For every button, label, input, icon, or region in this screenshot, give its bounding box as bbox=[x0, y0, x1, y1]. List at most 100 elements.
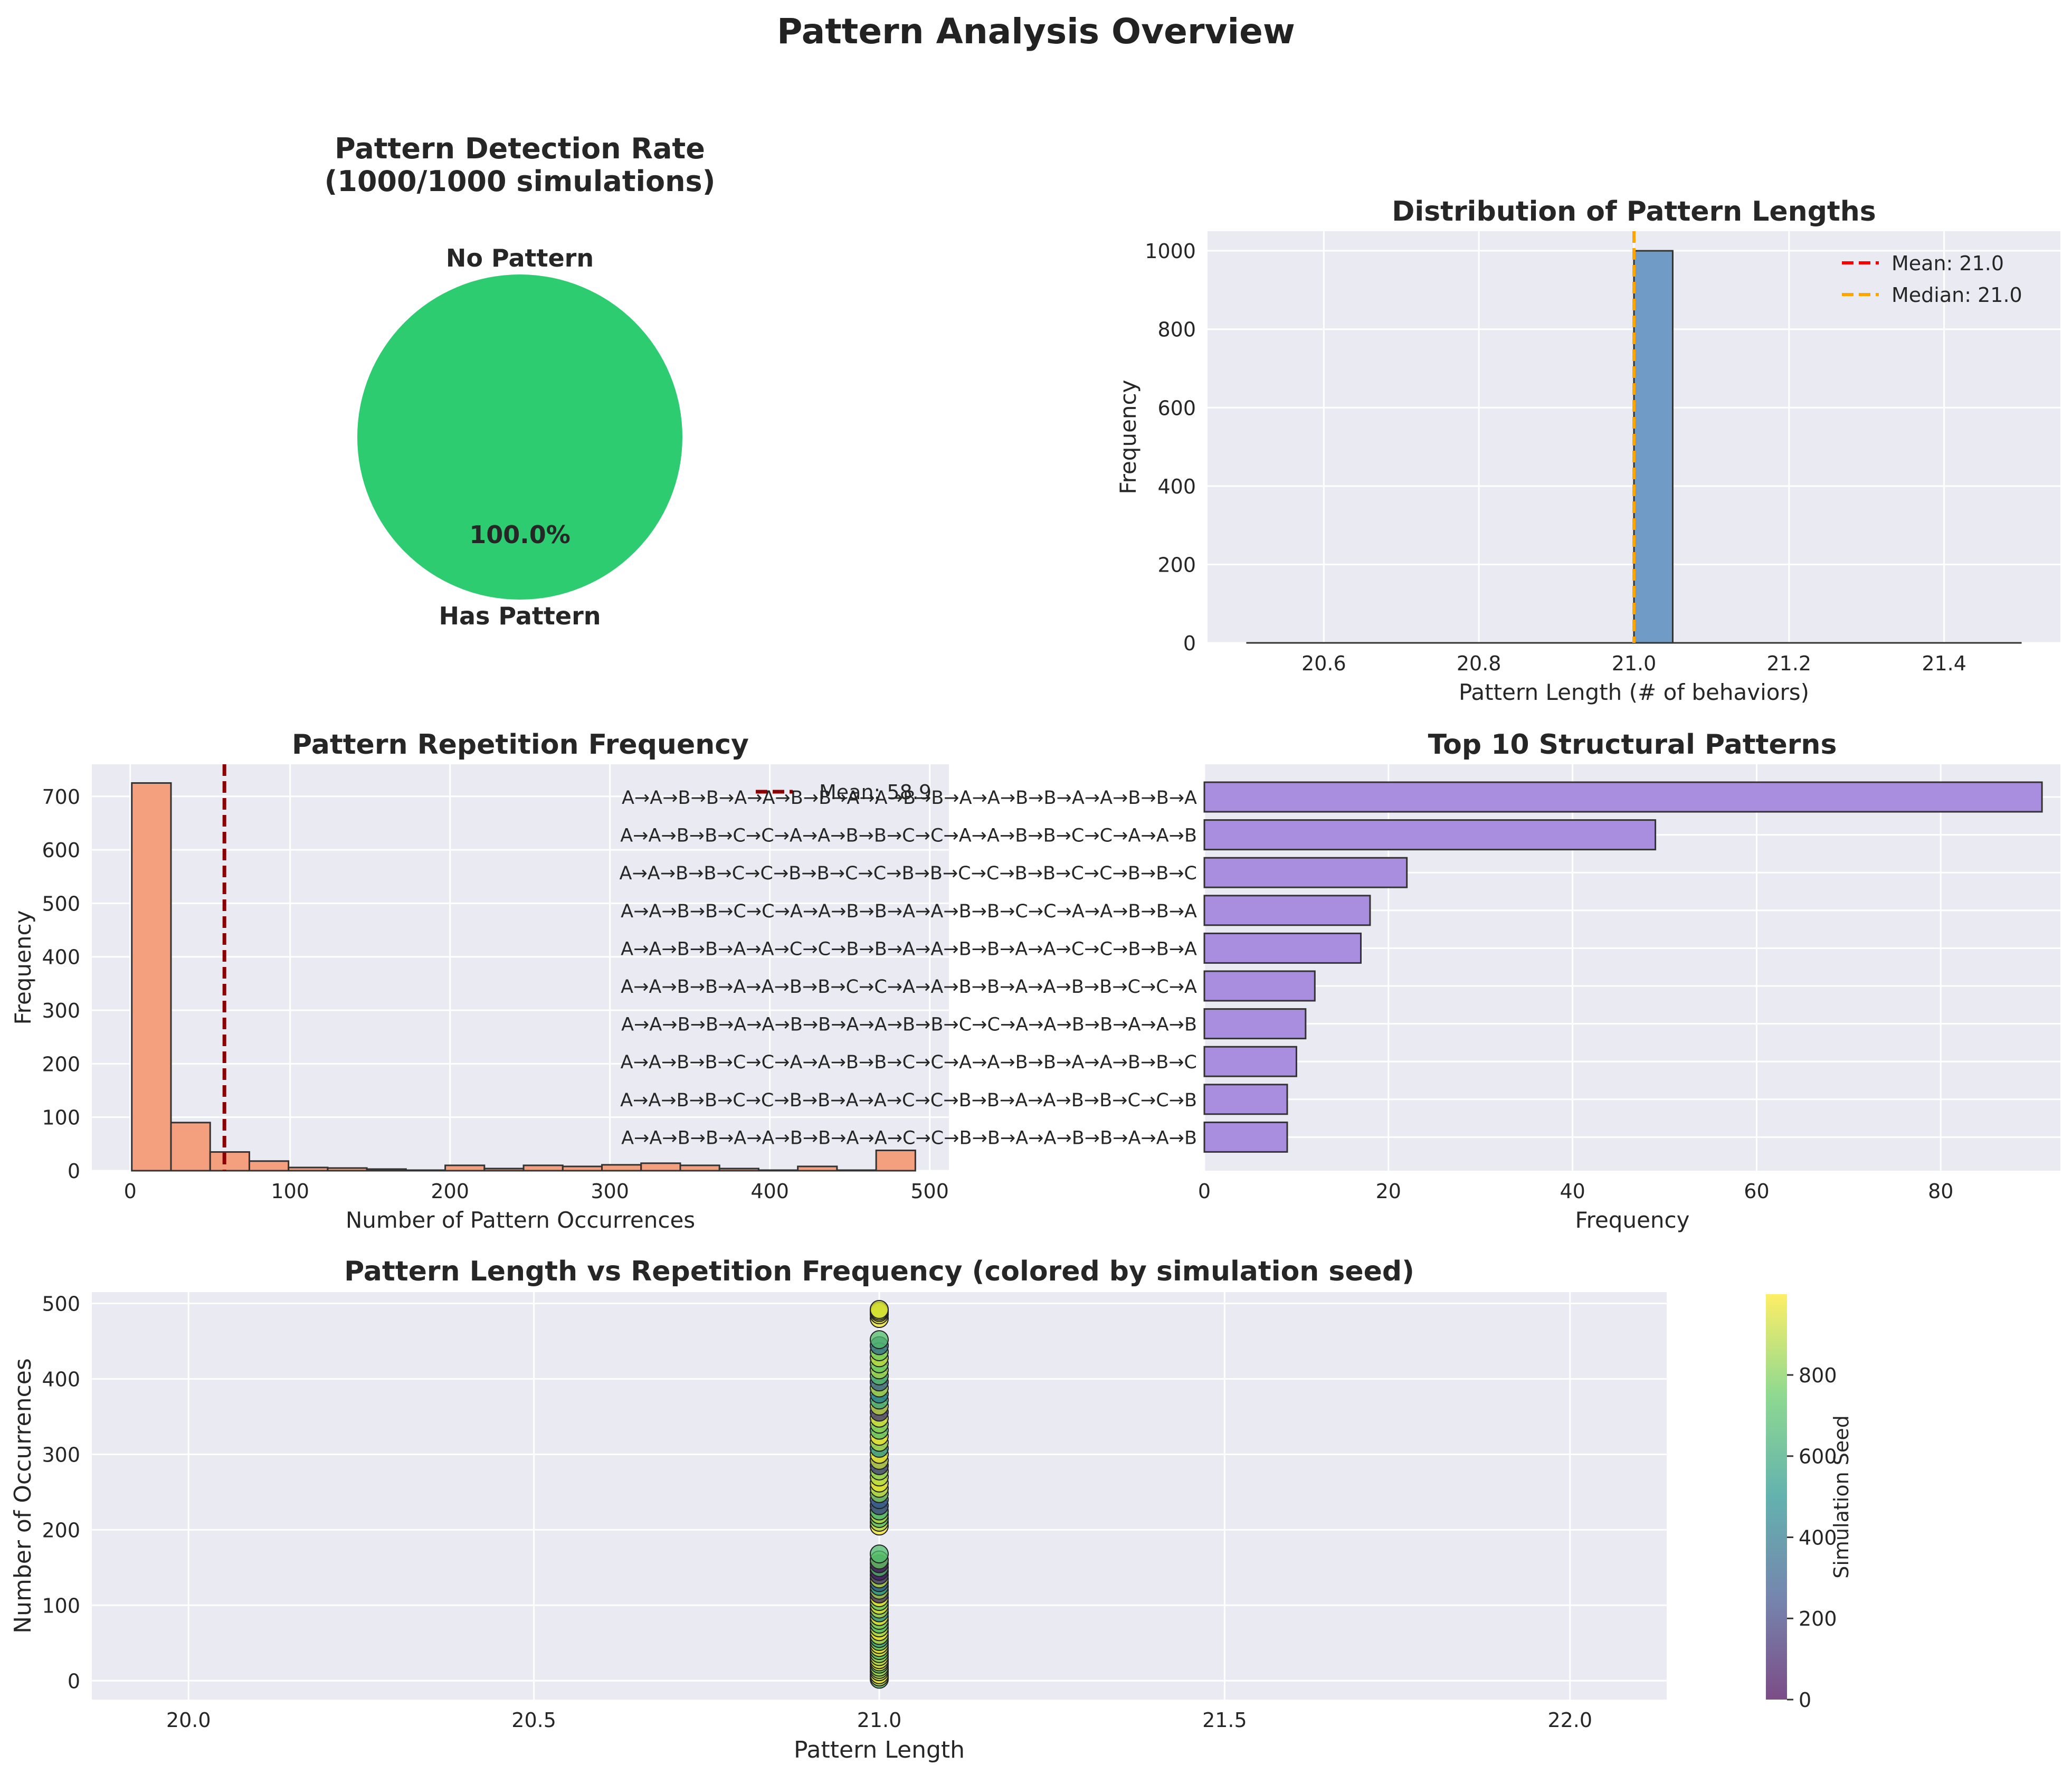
pattern-lengths-histogram: 0 200 400 600 800 1000 20.6 20.8 21.0 21.2 21.4 Dis… bbox=[1115, 196, 2060, 705]
repetition-bar bbox=[640, 1162, 681, 1172]
figure-title: Pattern Analysis Overview bbox=[777, 11, 1295, 52]
top10-bar bbox=[1203, 1121, 1288, 1153]
repetition-xlabel: Number of Pattern Occurrences bbox=[346, 1207, 695, 1233]
top10-bar bbox=[1203, 1046, 1297, 1077]
colorbar-tick-label: 600 bbox=[1799, 1445, 1837, 1468]
scatter-ytick-label: 0 bbox=[68, 1669, 80, 1693]
top10-bar bbox=[1203, 781, 2043, 813]
repetition-ylabel: Frequency bbox=[10, 910, 36, 1025]
repetition-plot-area bbox=[92, 764, 949, 1171]
lengths-ytick-label: 0 bbox=[1183, 632, 1196, 655]
lengths-ytick-label: 1000 bbox=[1145, 240, 1196, 263]
top10-category-label: A→A→B→B→A→A→B→B→A→A→B→B→A→A→B→B→A→A→B→B→… bbox=[622, 788, 1197, 809]
lengths-xlabel: Pattern Length (# of behaviors) bbox=[1459, 679, 1809, 705]
lengths-ytick-label: 600 bbox=[1157, 396, 1196, 420]
top10-bar bbox=[1203, 932, 1362, 964]
colorbar-tick-label: 0 bbox=[1799, 1688, 1811, 1712]
scatter-ylabel: Number of Occurrences bbox=[9, 1358, 36, 1634]
repetition-bar bbox=[757, 1169, 799, 1172]
repetition-bar bbox=[875, 1150, 916, 1172]
repetition-ytick-label: 200 bbox=[42, 1052, 80, 1076]
pattern-detection-pie-chart: Pattern Detection Rate (1000/1000 simula… bbox=[325, 132, 716, 630]
lengths-xtick-label: 20.6 bbox=[1301, 652, 1346, 675]
top10-xtick-label: 80 bbox=[1928, 1180, 1953, 1203]
top10-bar bbox=[1203, 819, 1657, 851]
repetition-bar bbox=[718, 1168, 759, 1172]
repetition-bar bbox=[366, 1168, 407, 1172]
top10-category-label: A→A→B→B→C→C→A→A→B→B→C→C→A→A→B→B→A→A→B→B→… bbox=[621, 1052, 1197, 1073]
lengths-ylabel: Frequency bbox=[1115, 380, 1141, 495]
scatter-point bbox=[870, 1299, 889, 1319]
lengths-xtick-label: 20.8 bbox=[1457, 652, 1501, 675]
top10-category-label: A→A→B→B→A→A→B→B→A→A→C→C→B→B→A→A→B→B→A→A→… bbox=[621, 1127, 1197, 1149]
colorbar bbox=[1766, 1294, 1787, 1700]
repetition-bar bbox=[248, 1160, 290, 1172]
top10-category-label: A→A→B→B→C→C→A→A→B→B→A→A→B→B→C→C→A→A→B→B→… bbox=[621, 901, 1197, 922]
scatter-ytick-label: 100 bbox=[42, 1594, 80, 1617]
repetition-bar bbox=[797, 1165, 838, 1172]
repetition-bar bbox=[483, 1168, 525, 1172]
repetition-ytick-label: 300 bbox=[42, 999, 80, 1022]
top10-bar bbox=[1203, 1008, 1307, 1040]
lengths-xtick-label: 21.4 bbox=[1922, 652, 1966, 675]
scatter-ytick-label: 500 bbox=[42, 1292, 80, 1315]
top10-category-label: A→A→B→B→A→A→B→B→A→A→B→B→C→C→A→A→B→B→A→A→… bbox=[621, 1014, 1197, 1036]
repetition-xtick-label: 400 bbox=[750, 1180, 789, 1203]
lengths-legend-label: Median: 21.0 bbox=[1892, 283, 2022, 307]
repetition-bar bbox=[444, 1164, 486, 1172]
scatter-xtick-label: 20.0 bbox=[166, 1709, 211, 1732]
top10-bar bbox=[1203, 1084, 1288, 1115]
top10-bar bbox=[1203, 895, 1371, 926]
top10-xtick-label: 0 bbox=[1198, 1180, 1211, 1203]
scatter-xtick-label: 20.5 bbox=[511, 1709, 556, 1732]
lengths-ytick-label: 200 bbox=[1157, 553, 1196, 576]
repetition-bar bbox=[131, 782, 172, 1172]
top10-category-label: A→A→B→B→C→C→B→B→C→C→B→B→C→C→B→B→C→C→B→B→… bbox=[620, 863, 1197, 884]
colorbar-tick-label: 200 bbox=[1799, 1607, 1837, 1630]
top10-category-label: A→A→B→B→C→C→B→B→A→A→C→C→B→B→A→A→B→B→C→C→… bbox=[620, 1090, 1197, 1111]
pie-title-line-1: Pattern Detection Rate bbox=[335, 132, 705, 165]
scatter-point bbox=[870, 1330, 889, 1350]
repetition-ytick-label: 0 bbox=[68, 1160, 80, 1183]
scatter-xtick-label: 21.0 bbox=[857, 1709, 902, 1732]
top10-title: Top 10 Structural Patterns bbox=[1428, 729, 1837, 761]
repetition-xtick-label: 200 bbox=[431, 1180, 469, 1203]
lengths-ytick-label: 800 bbox=[1157, 318, 1196, 341]
pattern-repetition-histogram: 0 100 200 300 400 500 600 700 0 100 200 300 400 500 Pa… bbox=[10, 729, 949, 1233]
repetition-ytick-label: 600 bbox=[42, 839, 80, 862]
pie-label-no-pattern: No Pattern bbox=[446, 244, 594, 272]
repetition-bar bbox=[288, 1166, 329, 1172]
length-vs-repetition-scatter: 0 100 200 300 400 500 20.0 20.5 21.0 21.5 22.0 Patt… bbox=[9, 1256, 1853, 1763]
colorbar-tick-label: 800 bbox=[1799, 1364, 1837, 1387]
top10-xtick-label: 20 bbox=[1376, 1180, 1401, 1203]
lengths-bar bbox=[1633, 250, 1674, 644]
top10-bar bbox=[1203, 970, 1316, 1002]
scatter-point bbox=[870, 1544, 889, 1564]
repetition-ytick-label: 500 bbox=[42, 892, 80, 915]
repetition-legend-label: Mean: 58.9 bbox=[819, 781, 932, 804]
lengths-title: Distribution of Pattern Lengths bbox=[1392, 196, 1876, 227]
repetition-xtick-label: 0 bbox=[124, 1180, 137, 1203]
pie-pct-has-pattern: 100.0% bbox=[469, 520, 571, 549]
repetition-ytick-label: 400 bbox=[42, 946, 80, 969]
top10-category-label: A→A→B→B→C→C→A→A→B→B→C→C→A→A→B→B→C→C→A→A→… bbox=[620, 826, 1197, 847]
top10-bar bbox=[1203, 857, 1408, 888]
repetition-xtick-label: 500 bbox=[910, 1180, 949, 1203]
top10-xlabel: Frequency bbox=[1575, 1207, 1690, 1233]
top10-category-label: A→A→B→B→A→A→B→B→C→C→A→A→B→B→A→A→B→B→C→C→… bbox=[621, 976, 1197, 998]
scatter-ytick-label: 400 bbox=[42, 1368, 80, 1391]
lengths-ytick-label: 400 bbox=[1157, 475, 1196, 498]
top10-category-label: A→A→B→B→A→A→C→C→B→B→A→A→B→B→A→A→C→C→B→B→… bbox=[621, 938, 1197, 960]
scatter-xlabel: Pattern Length bbox=[794, 1737, 965, 1763]
pie-title-line-2: (1000/1000 simulations) bbox=[325, 165, 716, 198]
repetition-bar bbox=[170, 1122, 211, 1172]
repetition-ytick-label: 700 bbox=[42, 785, 80, 809]
lengths-xtick-label: 21.0 bbox=[1612, 652, 1657, 675]
repetition-title: Pattern Repetition Frequency bbox=[292, 729, 749, 761]
repetition-bar bbox=[209, 1151, 250, 1172]
lengths-xtick-label: 21.2 bbox=[1767, 652, 1812, 675]
top10-xtick-label: 40 bbox=[1560, 1180, 1585, 1203]
top10-xtick-label: 60 bbox=[1744, 1180, 1769, 1203]
pie-label-has-pattern: Has Pattern bbox=[439, 602, 601, 630]
